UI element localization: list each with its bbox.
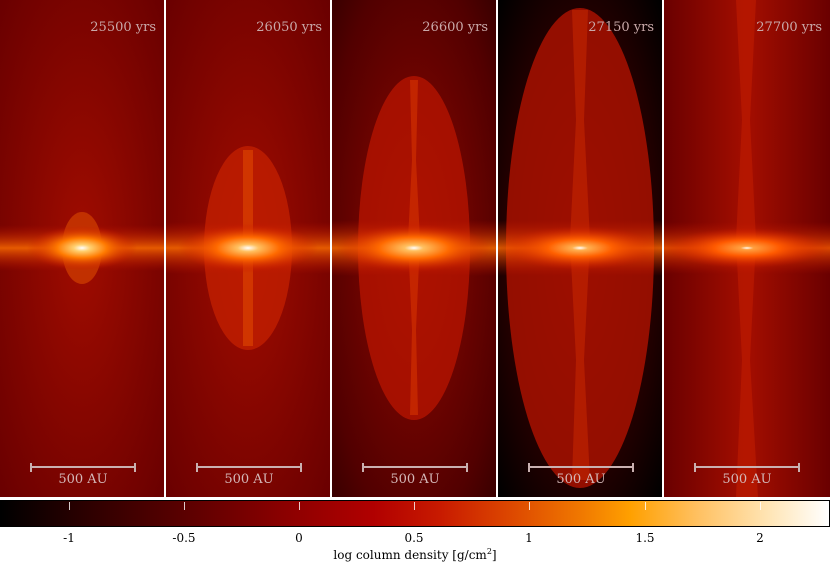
density-map-1 <box>0 0 164 497</box>
colorbar-tick-label: 2 <box>756 531 764 545</box>
colorbar-tick-label: 1 <box>525 531 533 545</box>
colorbar-tick-label: -0.5 <box>172 531 196 545</box>
colorbar <box>0 500 830 528</box>
scale-label: 500 AU <box>556 472 606 487</box>
time-label: 26600 yrs <box>422 20 488 35</box>
scale-label: 500 AU <box>722 472 772 487</box>
colorbar-tick <box>69 502 70 510</box>
density-map-3 <box>332 0 496 497</box>
scale-label: 500 AU <box>390 472 440 487</box>
colorbar-tick-label: -1 <box>63 531 75 545</box>
scale-bar <box>196 463 302 472</box>
time-label: 25500 yrs <box>90 20 156 35</box>
panel-1: 25500 yrs 500 AU <box>0 0 164 497</box>
panel-2: 26050 yrs 500 AU <box>166 0 330 497</box>
scale-label: 500 AU <box>224 472 274 487</box>
colorbar-title-main: log column density [g/cm <box>333 548 487 562</box>
colorbar-tick <box>299 502 300 510</box>
density-map-5 <box>664 0 830 497</box>
time-label: 27700 yrs <box>756 20 822 35</box>
time-label: 27150 yrs <box>588 20 654 35</box>
simulation-panels: 25500 yrs 500 AU <box>0 0 830 497</box>
panel-3: 26600 yrs 500 AU <box>332 0 496 497</box>
colorbar-title: log column density [g/cm2] <box>0 547 830 562</box>
scale-label: 500 AU <box>58 472 108 487</box>
scale-bar <box>694 463 800 472</box>
panel-4: 27150 yrs 500 AU <box>498 0 662 497</box>
colorbar-title-end: ] <box>491 548 497 562</box>
colorbar-tick <box>414 502 415 510</box>
time-label: 26050 yrs <box>256 20 322 35</box>
scale-bar <box>528 463 634 472</box>
colorbar-tick <box>645 502 646 510</box>
colorbar-gradient <box>0 500 830 527</box>
panel-5: 27700 yrs 500 AU <box>664 0 830 497</box>
colorbar-tick <box>760 502 761 510</box>
colorbar-tick <box>529 502 530 510</box>
colorbar-tick-label: 0 <box>295 531 303 545</box>
colorbar-tick-label: 0.5 <box>404 531 424 545</box>
density-map-4 <box>498 0 662 497</box>
density-map-2 <box>166 0 330 497</box>
colorbar-tick-label: 1.5 <box>635 531 655 545</box>
scale-bar <box>30 463 136 472</box>
colorbar-tick <box>184 502 185 510</box>
scale-bar <box>362 463 468 472</box>
colorbar-title-exponent: 2 <box>486 547 492 556</box>
